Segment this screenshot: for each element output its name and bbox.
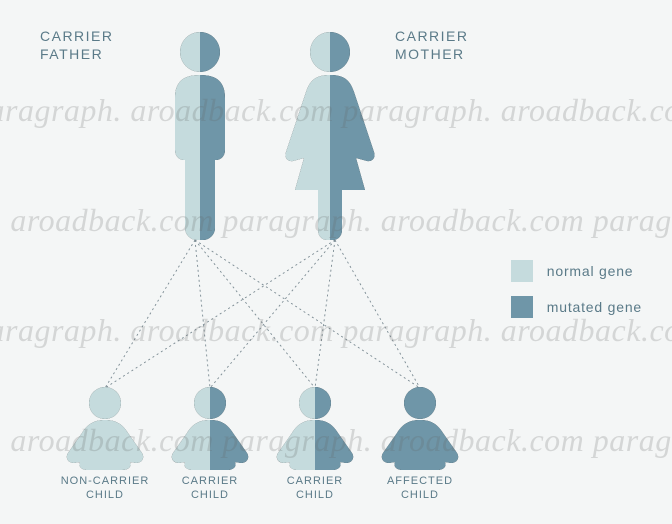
child-figure-0 (60, 385, 150, 470)
legend-normal-swatch (511, 260, 533, 282)
child-figure-2 (270, 385, 360, 470)
legend-mutated-text: mutated gene (547, 299, 642, 315)
father-label-text: CARRIERFATHER (40, 28, 114, 62)
legend: normal gene mutated gene (511, 260, 642, 332)
child-label-2: CARRIERCHILD (270, 475, 360, 503)
legend-normal: normal gene (511, 260, 642, 282)
father-label: CARRIERFATHER (40, 28, 114, 63)
child-figure-3 (375, 385, 465, 470)
inheritance-diagram: CARRIERFATHER CARRIERMOTHER (0, 0, 672, 524)
child-figure-1 (165, 385, 255, 470)
child-label-3: AFFECTEDCHILD (375, 475, 465, 503)
legend-mutated: mutated gene (511, 296, 642, 318)
mother-label: CARRIERMOTHER (395, 28, 469, 63)
legend-mutated-swatch (511, 296, 533, 318)
child-label-0: NON-CARRIERCHILD (55, 475, 155, 503)
father-figure (155, 30, 245, 240)
mother-figure (280, 30, 380, 240)
legend-normal-text: normal gene (547, 263, 634, 279)
mother-label-text: CARRIERMOTHER (395, 28, 469, 62)
child-label-1: CARRIERCHILD (165, 475, 255, 503)
